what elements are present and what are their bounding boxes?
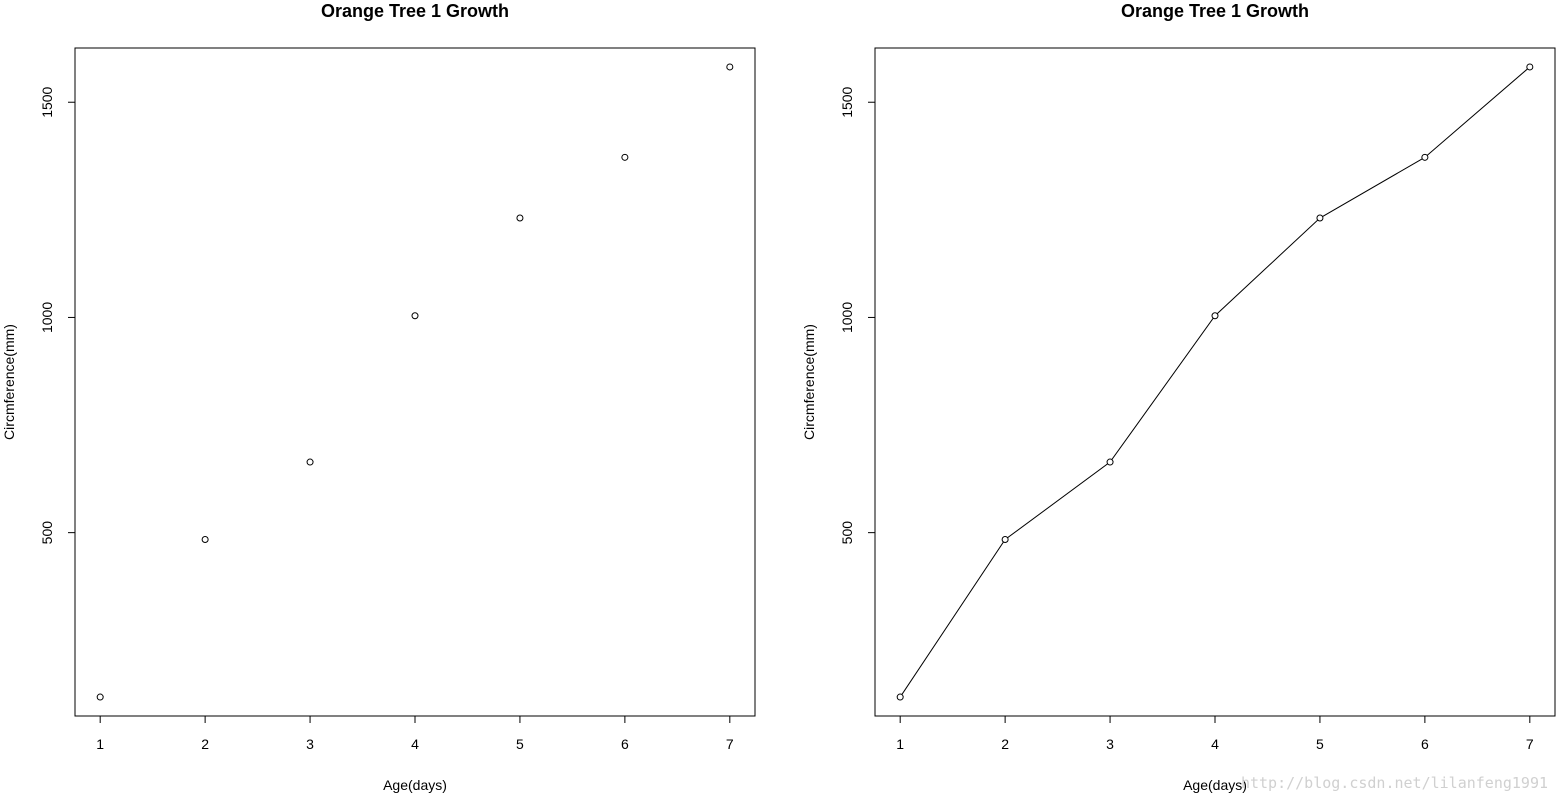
data-point: [1001, 536, 1009, 544]
plot-frame: [874, 47, 1556, 717]
data-point: [1106, 458, 1114, 466]
chart-title: Orange Tree 1 Growth: [1121, 1, 1309, 21]
data-point: [896, 693, 904, 701]
data-point: [1526, 63, 1534, 71]
x-tick-label: 5: [516, 736, 524, 752]
x-axis-label: Age(days): [383, 777, 447, 793]
y-tick-label: 1500: [39, 86, 55, 117]
y-tick-label: 500: [839, 521, 855, 545]
x-axis-label: Age(days): [1183, 777, 1247, 793]
x-tick-label: 5: [1316, 736, 1324, 752]
x-tick-label: 1: [96, 736, 104, 752]
data-point: [1211, 312, 1219, 320]
scatter-panel: Orange Tree 1 Growth 1 2 3 4 5 6 7 500 1000 1500 Ag…: [1, 1, 756, 793]
x-tick-label: 3: [1106, 736, 1114, 752]
x-tick-label: 6: [1421, 736, 1429, 752]
x-tick-label: 6: [621, 736, 629, 752]
x-tick-label: 4: [411, 736, 419, 752]
x-tick-label: 1: [896, 736, 904, 752]
data-point: [411, 312, 419, 320]
series-line: [899, 66, 1531, 698]
y-tick-label: 1000: [839, 302, 855, 333]
y-tick-label: 500: [39, 521, 55, 545]
watermark-text: http://blog.csdn.net/lilanfeng1991: [1241, 774, 1548, 792]
data-point: [96, 693, 104, 701]
data-point: [516, 214, 524, 222]
data-point: [1421, 153, 1429, 161]
data-point: [1316, 214, 1324, 222]
x-tick-label: 3: [306, 736, 314, 752]
line-panel: Orange Tree 1 Growth 1 2 3 4 5 6 7 500 1000 1500 Ag…: [801, 1, 1556, 793]
data-point: [201, 536, 209, 544]
x-tick-label: 7: [1526, 736, 1534, 752]
y-axis-label: Circmference(mm): [801, 324, 817, 440]
x-tick-label: 7: [726, 736, 734, 752]
data-point: [726, 63, 734, 71]
plot-frame: [74, 47, 756, 717]
x-tick-label: 2: [201, 736, 209, 752]
data-point: [306, 458, 314, 466]
y-tick-label: 1000: [39, 302, 55, 333]
y-axis-label: Circmference(mm): [1, 324, 17, 440]
x-tick-label: 4: [1211, 736, 1219, 752]
data-point: [621, 153, 629, 161]
x-tick-label: 2: [1001, 736, 1009, 752]
y-tick-label: 1500: [839, 86, 855, 117]
chart-title: Orange Tree 1 Growth: [321, 1, 509, 21]
